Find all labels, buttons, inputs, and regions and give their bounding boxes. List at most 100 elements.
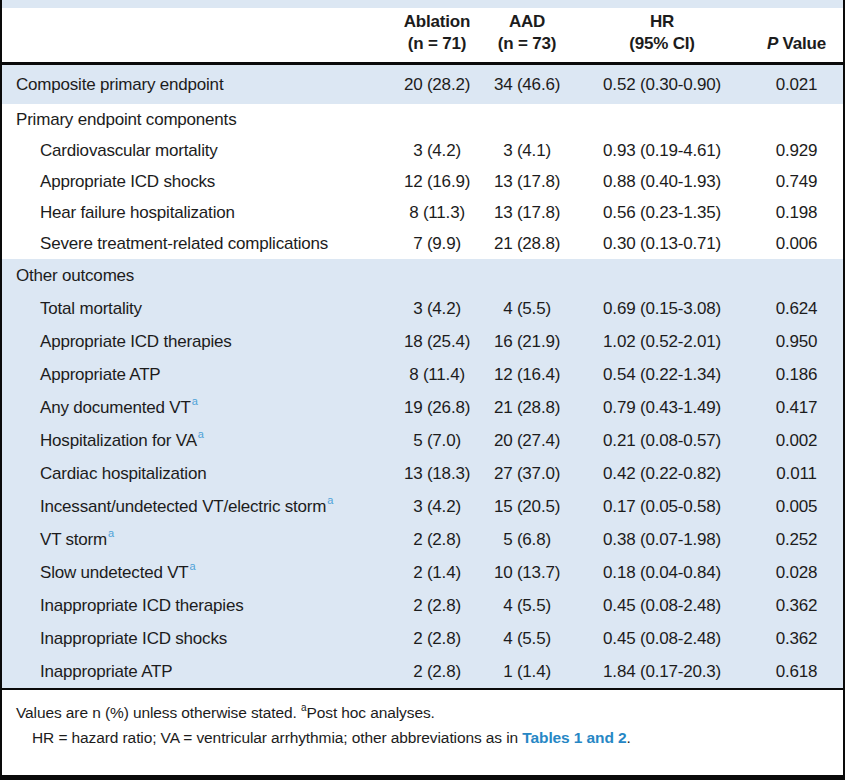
- footnote-period: .: [627, 729, 631, 746]
- cell-ablation: 13 (18.3): [394, 464, 480, 484]
- post-hoc-superscript: a: [192, 395, 198, 407]
- post-hoc-superscript: a: [327, 494, 333, 506]
- footnote-posthoc-text: Post hoc analyses.: [306, 704, 434, 721]
- cell-hr: 0.52 (0.30-0.90): [574, 75, 750, 95]
- aad-header-line2: (n = 73): [480, 33, 574, 55]
- row-label: Inappropriate ICD therapies: [2, 596, 394, 616]
- cell-hr: 0.69 (0.15-3.08): [574, 299, 750, 319]
- cell-ablation: 8 (11.4): [394, 365, 480, 385]
- cell-aad: 21 (28.8): [480, 398, 574, 418]
- row-label: Primary endpoint components: [2, 110, 394, 130]
- cell-p: 0.749: [750, 172, 843, 192]
- row-label: Cardiac hospitalization: [2, 464, 394, 484]
- cell-p: 0.198: [750, 203, 843, 223]
- cell-p: 0.252: [750, 530, 843, 550]
- cell-ablation: 20 (28.2): [394, 75, 480, 95]
- section-header-row: Other outcomes: [2, 259, 843, 292]
- tables-1-and-2-link[interactable]: Tables 1 and 2: [522, 729, 626, 746]
- cell-aad: 15 (20.5): [480, 497, 574, 517]
- cell-ablation: 12 (16.9): [394, 172, 480, 192]
- cell-hr: 0.45 (0.08-2.48): [574, 629, 750, 649]
- cell-p: 0.011: [750, 464, 843, 484]
- cell-p: 0.186: [750, 365, 843, 385]
- cell-aad: 20 (27.4): [480, 431, 574, 451]
- cell-ablation: 3 (4.2): [394, 299, 480, 319]
- table-row: Appropriate ICD therapies18 (25.4)16 (21…: [2, 325, 843, 358]
- table-header-row: Ablation (n = 71) AAD (n = 73) HR (95% C…: [2, 8, 843, 65]
- footnote-abbreviations: HR = hazard ratio; VA = ventricular arrh…: [32, 729, 829, 747]
- table-body: Composite primary endpoint20 (28.2)34 (4…: [2, 65, 843, 688]
- table-row: Total mortality3 (4.2)4 (5.5)0.69 (0.15-…: [2, 292, 843, 325]
- column-header-aad: AAD (n = 73): [480, 11, 574, 62]
- hr-header-line1: HR: [574, 11, 750, 33]
- cell-aad: 3 (4.1): [480, 141, 574, 161]
- cell-p: 0.950: [750, 332, 843, 352]
- table-row: Severe treatment-related complications7 …: [2, 228, 843, 259]
- footnote-values: Values are n (%) unless otherwise stated…: [16, 704, 829, 722]
- cell-p: 0.005: [750, 497, 843, 517]
- cell-aad: 4 (5.5): [480, 299, 574, 319]
- table-footnotes: Values are n (%) unless otherwise stated…: [2, 688, 843, 780]
- cell-aad: 12 (16.4): [480, 365, 574, 385]
- row-label-header: [2, 55, 394, 62]
- cell-p: 0.362: [750, 629, 843, 649]
- table-row: Slow undetected VTa2 (1.4)10 (13.7)0.18 …: [2, 556, 843, 589]
- table-row: Incessant/undetected VT/electric storma3…: [2, 490, 843, 523]
- column-header-hr: HR (95% CI): [574, 11, 750, 62]
- cell-ablation: 19 (26.8): [394, 398, 480, 418]
- row-label: Inappropriate ICD shocks: [2, 629, 394, 649]
- cell-p: 0.028: [750, 563, 843, 583]
- cell-hr: 0.88 (0.40-1.93): [574, 172, 750, 192]
- footnote-values-text: Values are n (%) unless otherwise stated…: [16, 704, 301, 721]
- table-row: Appropriate ATP8 (11.4)12 (16.4)0.54 (0.…: [2, 358, 843, 391]
- cell-aad: 13 (17.8): [480, 203, 574, 223]
- cell-hr: 0.45 (0.08-2.48): [574, 596, 750, 616]
- cell-hr: 1.02 (0.52-2.01): [574, 332, 750, 352]
- row-label: VT storma: [2, 530, 394, 550]
- cell-aad: 13 (17.8): [480, 172, 574, 192]
- column-header-p-value: P Value: [750, 33, 843, 62]
- table-row: Inappropriate ATP2 (2.8)1 (1.4)1.84 (0.1…: [2, 655, 843, 688]
- row-label: Inappropriate ATP: [2, 662, 394, 682]
- table-row: Appropriate ICD shocks12 (16.9)13 (17.8)…: [2, 166, 843, 197]
- cell-p: 0.021: [750, 75, 843, 95]
- cell-aad: 4 (5.5): [480, 596, 574, 616]
- p-value-italic: P: [767, 34, 778, 53]
- cell-hr: 0.56 (0.23-1.35): [574, 203, 750, 223]
- cell-hr: 0.38 (0.07-1.98): [574, 530, 750, 550]
- row-label: Appropriate ATP: [2, 365, 394, 385]
- cell-hr: 0.30 (0.13-0.71): [574, 234, 750, 254]
- cell-p: 0.618: [750, 662, 843, 682]
- cell-p: 0.362: [750, 596, 843, 616]
- cell-hr: 1.84 (0.17-20.3): [574, 662, 750, 682]
- cell-aad: 16 (21.9): [480, 332, 574, 352]
- post-hoc-superscript: a: [108, 527, 114, 539]
- cell-ablation: 2 (2.8): [394, 596, 480, 616]
- cell-p: 0.417: [750, 398, 843, 418]
- table-row: Cardiovascular mortality3 (4.2)3 (4.1)0.…: [2, 135, 843, 166]
- cell-aad: 21 (28.8): [480, 234, 574, 254]
- table-title-strip: [2, 0, 843, 8]
- table-row: VT storma2 (2.8)5 (6.8)0.38 (0.07-1.98)0…: [2, 523, 843, 556]
- cell-ablation: 2 (2.8): [394, 662, 480, 682]
- cell-aad: 4 (5.5): [480, 629, 574, 649]
- cell-ablation: 2 (2.8): [394, 530, 480, 550]
- row-label: Hospitalization for VAa: [2, 431, 394, 451]
- cell-aad: 10 (13.7): [480, 563, 574, 583]
- cell-aad: 5 (6.8): [480, 530, 574, 550]
- table-row: Hospitalization for VAa5 (7.0)20 (27.4)0…: [2, 424, 843, 457]
- cell-p: 0.002: [750, 431, 843, 451]
- row-label: Composite primary endpoint: [2, 75, 394, 95]
- row-label: Severe treatment-related complications: [2, 234, 394, 254]
- ablation-header-line1: Ablation: [394, 11, 480, 33]
- column-header-ablation: Ablation (n = 71): [394, 11, 480, 62]
- cell-hr: 0.18 (0.04-0.84): [574, 563, 750, 583]
- cell-hr: 0.17 (0.05-0.58): [574, 497, 750, 517]
- cell-aad: 27 (37.0): [480, 464, 574, 484]
- row-label: Other outcomes: [2, 266, 394, 286]
- cell-p: 0.624: [750, 299, 843, 319]
- aad-header-line1: AAD: [480, 11, 574, 33]
- table-row: Hear failure hospitalization8 (11.3)13 (…: [2, 197, 843, 228]
- outcomes-table: Ablation (n = 71) AAD (n = 73) HR (95% C…: [0, 0, 845, 780]
- cell-hr: 0.93 (0.19-4.61): [574, 141, 750, 161]
